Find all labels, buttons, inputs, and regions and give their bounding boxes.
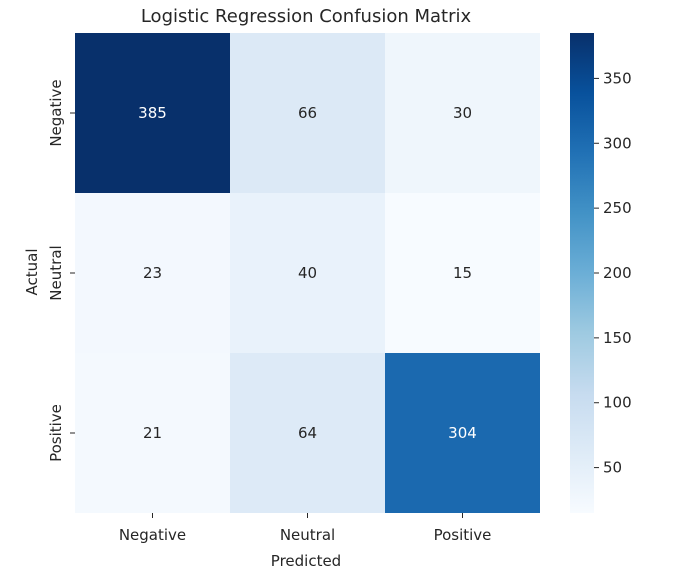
cell-value-label: 40 [298,264,317,282]
x-tick-label: Negative [119,526,186,544]
y-axis-ticks: Negative Neutral Positive [47,79,75,462]
colorbar-tick-label: 200 [603,264,632,282]
cell-value-label: 30 [453,104,472,122]
heatmap-cell [385,353,540,513]
colorbar-tick-label: 150 [603,329,632,347]
heatmap-cell [75,353,230,513]
y-tick-label: Neutral [47,245,65,300]
y-axis-label: Actual [23,249,41,296]
cell-value-label: 15 [453,264,472,282]
cell-value-label: 304 [448,424,477,442]
colorbar-tick-label: 50 [603,459,622,477]
cell-value-label: 23 [143,264,162,282]
chart-title: Logistic Regression Confusion Matrix [141,6,472,27]
cell-value-label: 66 [298,104,317,122]
cell-value-label: 21 [143,424,162,442]
heatmap-cell [75,33,230,193]
y-tick-label: Positive [47,404,65,462]
heatmap-cell [385,33,540,193]
colorbar-tick-label: 350 [603,69,632,87]
heatmap-cell [230,193,385,353]
x-tick-label: Neutral [280,526,335,544]
heatmap-cells [75,33,540,513]
x-axis-label: Predicted [271,552,341,570]
heatmap-cell [230,353,385,513]
heatmap-cell [385,193,540,353]
colorbar-tick-label: 300 [603,134,632,152]
heatmap-annotations: 385 66 30 23 40 15 21 64 304 [138,104,477,442]
x-tick-label: Positive [434,526,492,544]
cell-value-label: 64 [298,424,317,442]
colorbar-tick-label: 100 [603,394,632,412]
y-tick-label: Negative [47,79,65,146]
x-axis-ticks: Negative Neutral Positive [119,513,492,544]
heatmap-cell [230,33,385,193]
cell-value-label: 385 [138,104,167,122]
heatmap-cell [75,193,230,353]
colorbar [570,33,594,513]
colorbar-ticks: 50 100 150 200 250 300 350 [594,69,632,477]
colorbar-tick-label: 250 [603,199,632,217]
